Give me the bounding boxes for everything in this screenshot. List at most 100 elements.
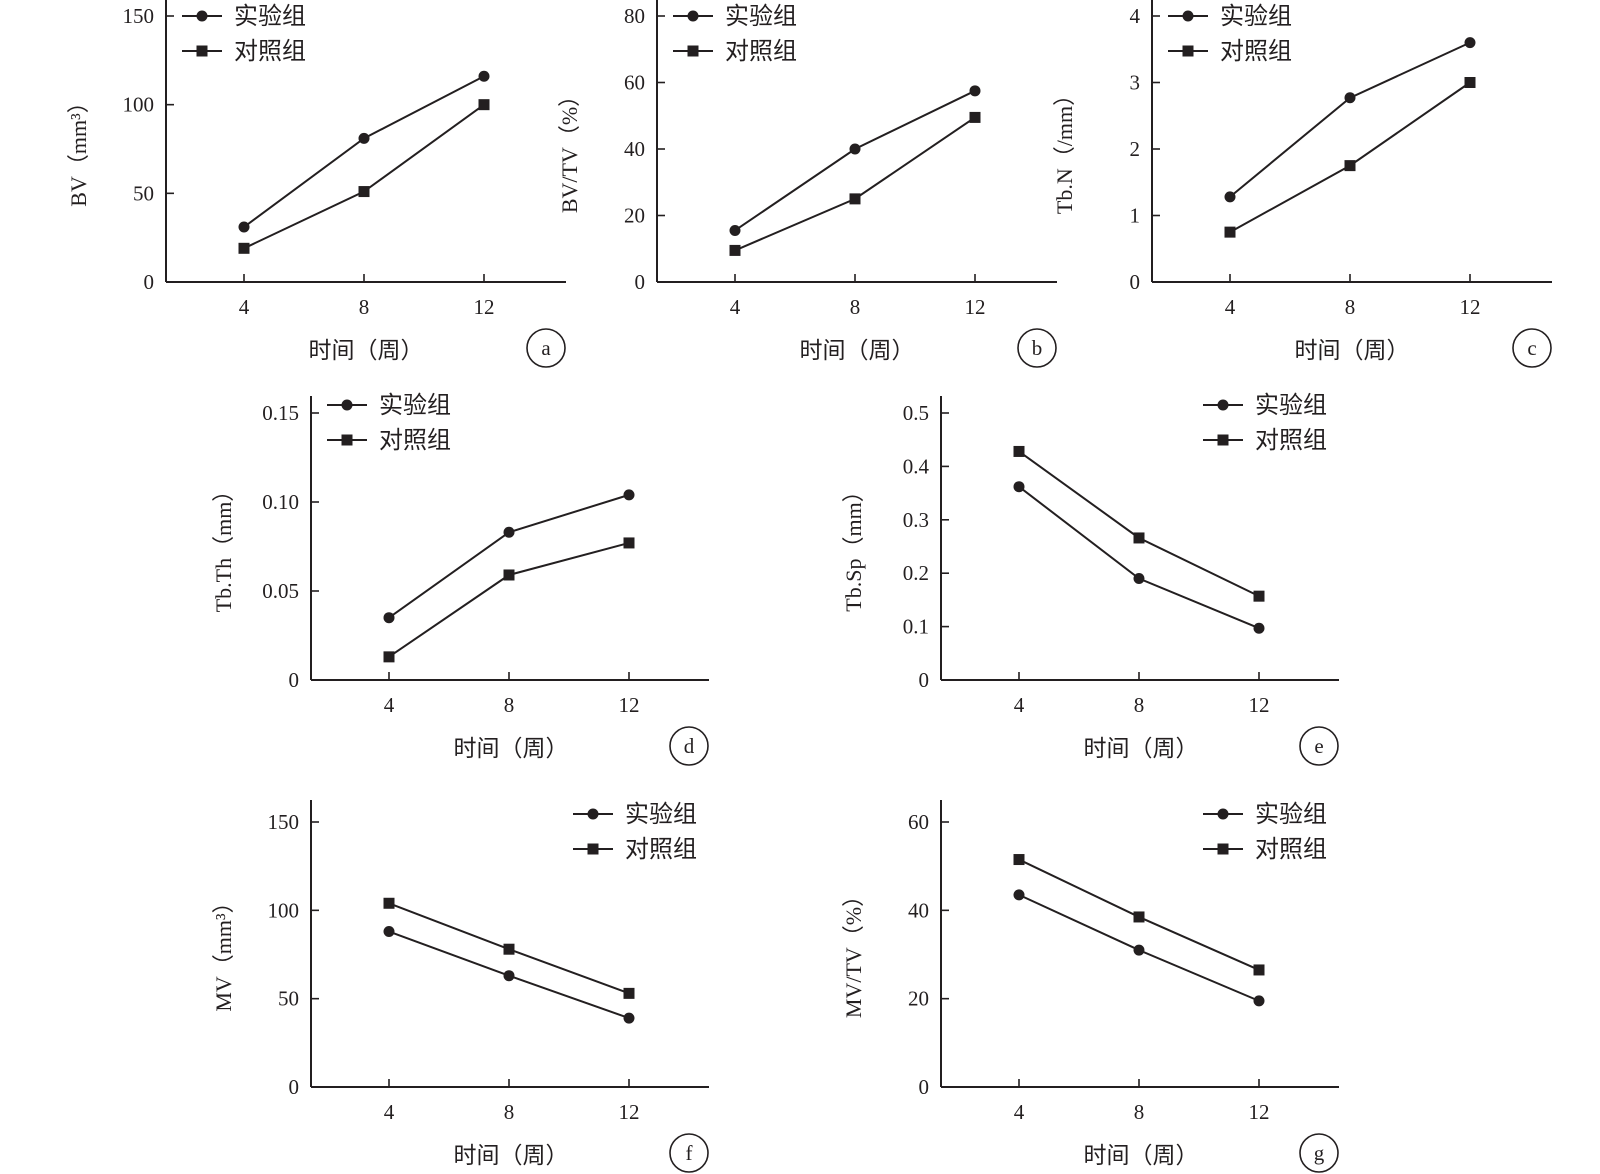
data-point bbox=[383, 612, 395, 624]
y-tick-label: 0 bbox=[919, 1075, 930, 1099]
series-line-2 bbox=[243, 103, 485, 250]
y-tick-label: 0 bbox=[919, 668, 930, 692]
data-point bbox=[1013, 889, 1025, 901]
legend-marker-square bbox=[1182, 45, 1194, 57]
series-line-2 bbox=[388, 541, 630, 658]
data-point bbox=[729, 244, 741, 256]
x-tick-label: 4 bbox=[384, 1100, 395, 1124]
data-point bbox=[1253, 590, 1265, 602]
panel-label: d bbox=[684, 734, 695, 758]
y-tick-label: 40 bbox=[624, 137, 645, 161]
legend-label: 对照组 bbox=[725, 38, 797, 65]
x-axis-title: 时间（周） bbox=[1084, 736, 1199, 761]
data-point bbox=[623, 987, 635, 999]
y-axis-title: Tb.N（/mm） bbox=[1052, 84, 1077, 214]
data-point bbox=[1253, 995, 1265, 1007]
legend-marker-circle bbox=[1182, 10, 1194, 22]
legend-marker-circle bbox=[1217, 808, 1229, 820]
legend-label: 实验组 bbox=[1220, 3, 1292, 30]
y-axis-title: BV/TV（%） bbox=[557, 85, 582, 213]
legend-label: 对照组 bbox=[379, 427, 451, 454]
panel-e: 0 0.1 0.2 0.3 0.4 0.5 4 8 12 时间（周） Tb.Sp（mm） 实验组对照组… bbox=[841, 392, 1339, 766]
x-tick-label: 4 bbox=[730, 295, 741, 319]
legend-label: 对照组 bbox=[1255, 427, 1327, 454]
legend-label: 实验组 bbox=[625, 801, 697, 828]
data-point bbox=[969, 111, 981, 123]
x-axis-title: 时间（周） bbox=[309, 338, 424, 363]
x-tick-label: 12 bbox=[1460, 295, 1481, 319]
x-axis-title: 时间（周） bbox=[454, 736, 569, 761]
y-tick-label: 4 bbox=[1130, 4, 1141, 28]
data-point bbox=[478, 70, 490, 82]
data-point bbox=[1133, 911, 1145, 923]
legend-marker-circle bbox=[196, 10, 208, 22]
legend-marker-circle bbox=[1217, 399, 1229, 411]
x-tick-label: 8 bbox=[504, 1100, 515, 1124]
data-point bbox=[1224, 226, 1236, 238]
panel-label-circle bbox=[1299, 726, 1339, 766]
y-tick-label: 0.15 bbox=[262, 401, 299, 425]
legend-marker-square bbox=[1217, 434, 1229, 446]
data-point bbox=[1253, 964, 1265, 976]
series-line-2 bbox=[734, 116, 976, 252]
y-tick-label: 20 bbox=[624, 204, 645, 228]
x-tick-label: 12 bbox=[474, 295, 495, 319]
data-point bbox=[1253, 622, 1265, 634]
data-point bbox=[503, 526, 515, 538]
data-point bbox=[1133, 944, 1145, 956]
data-point bbox=[383, 926, 395, 938]
y-tick-label: 100 bbox=[123, 93, 155, 117]
y-tick-label: 60 bbox=[908, 810, 929, 834]
legend-label: 实验组 bbox=[234, 3, 306, 30]
data-point bbox=[623, 489, 635, 501]
x-axis-title: 时间（周） bbox=[800, 338, 915, 363]
data-point bbox=[1344, 160, 1356, 172]
y-tick-label: 0 bbox=[289, 1075, 300, 1099]
data-point bbox=[1133, 573, 1145, 585]
series-line-1 bbox=[388, 493, 630, 619]
y-tick-label: 1 bbox=[1130, 204, 1141, 228]
data-point bbox=[623, 537, 635, 549]
panel-label-circle bbox=[669, 1133, 709, 1173]
x-tick-label: 4 bbox=[1014, 1100, 1025, 1124]
y-tick-label: 40 bbox=[908, 898, 929, 922]
y-tick-label: 50 bbox=[278, 987, 299, 1011]
x-tick-label: 12 bbox=[965, 295, 986, 319]
data-point bbox=[358, 132, 370, 144]
legend-marker-square bbox=[196, 45, 208, 57]
x-axis-title: 时间（周） bbox=[454, 1143, 569, 1168]
y-tick-label: 0.4 bbox=[903, 454, 930, 478]
y-tick-label: 0.1 bbox=[903, 615, 929, 639]
data-point bbox=[503, 970, 515, 982]
panel-label: c bbox=[1527, 336, 1536, 360]
data-point bbox=[1013, 481, 1025, 493]
y-tick-label: 150 bbox=[268, 810, 300, 834]
panel-label-circle bbox=[1017, 328, 1057, 368]
y-tick-label: 0.2 bbox=[903, 561, 929, 585]
y-axis-title: MV/TV（%） bbox=[841, 885, 866, 1018]
x-tick-label: 8 bbox=[1134, 693, 1145, 717]
x-tick-label: 8 bbox=[1134, 1100, 1145, 1124]
data-point bbox=[1133, 532, 1145, 544]
y-tick-label: 0 bbox=[1130, 270, 1141, 294]
y-tick-label: 50 bbox=[133, 181, 154, 205]
data-point bbox=[478, 99, 490, 111]
data-point bbox=[849, 193, 861, 205]
data-point bbox=[969, 85, 981, 97]
panel-label-circle bbox=[1299, 1133, 1339, 1173]
y-axis-title: Tb.Th（mm） bbox=[211, 480, 236, 613]
y-tick-label: 100 bbox=[268, 898, 300, 922]
data-point bbox=[1013, 854, 1025, 866]
y-axis-title: BV（mm³） bbox=[66, 91, 91, 206]
data-point bbox=[729, 224, 741, 236]
panel-label-circle bbox=[526, 328, 566, 368]
legend-label: 对照组 bbox=[234, 38, 306, 65]
data-point bbox=[1224, 191, 1236, 203]
x-tick-label: 4 bbox=[239, 295, 250, 319]
data-point bbox=[623, 1012, 635, 1024]
y-tick-label: 20 bbox=[908, 987, 929, 1011]
data-point bbox=[238, 242, 250, 254]
